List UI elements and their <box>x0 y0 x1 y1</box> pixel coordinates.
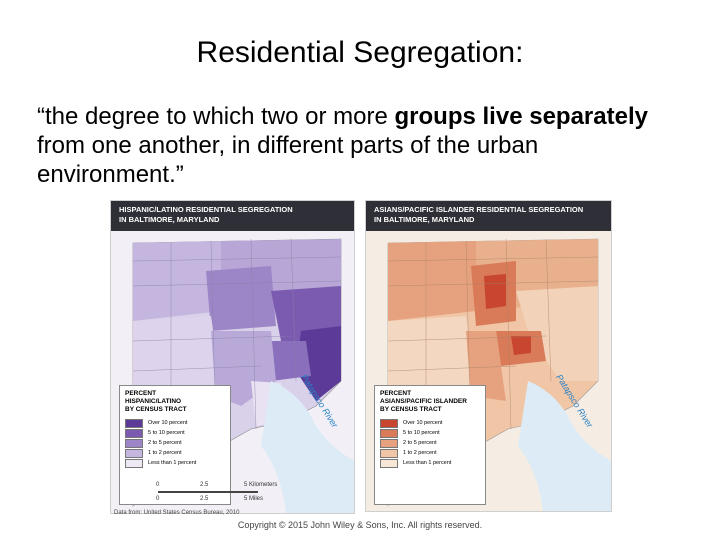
legend-item: 1 to 2 percent <box>120 448 230 458</box>
legend-item: 2 to 5 percent <box>375 438 485 448</box>
quote-text-end: from one another, in different parts of … <box>37 132 539 188</box>
legend-item: 2 to 5 percent <box>120 438 230 448</box>
legend-title-line: HISPANIC/LATINO <box>125 398 182 405</box>
legend-swatch <box>125 418 143 428</box>
legend-title-line: PERCENT <box>125 390 157 397</box>
legend-swatch <box>380 458 398 468</box>
legend-swatch <box>380 438 398 448</box>
map-legend: PERCENT HISPANIC/LATINO BY CENSUS TRACT … <box>119 385 231 505</box>
legend-label: 1 to 2 percent <box>403 450 437 456</box>
hispanic-latino-map: HISPANIC/LATINO RESIDENTIAL SEGREGATION … <box>110 200 355 514</box>
scale-mile-label: 2.5 <box>200 496 209 502</box>
legend-item: 5 to 10 percent <box>375 428 485 438</box>
legend-title-line: ASIANS/PACIFIC ISLANDER <box>380 398 467 405</box>
legend-item: Over 10 percent <box>375 418 485 428</box>
legend-label: Over 10 percent <box>148 420 188 426</box>
slide-title: Residential Segregation: <box>196 36 524 69</box>
map-title: HISPANIC/LATINO RESIDENTIAL SEGREGATION … <box>111 201 354 231</box>
quote-bold-groups-live: groups live <box>394 103 523 130</box>
map-title-line-1: ASIANS/PACIFIC ISLANDER RESIDENTIAL SEGR… <box>374 205 584 214</box>
map-title-line-2: IN BALTIMORE, MARYLAND <box>374 215 475 224</box>
legend-item: Over 10 percent <box>120 418 230 428</box>
scale-km-label: 5 Kilometers <box>244 482 278 488</box>
legend-label: 5 to 10 percent <box>403 430 440 436</box>
legend-title-line: PERCENT <box>380 390 412 397</box>
legend-swatch <box>380 448 398 458</box>
legend-label: 1 to 2 percent <box>148 450 182 456</box>
scale-km-label: 0 <box>156 482 160 488</box>
definition-quote: “the degree to which two or more groups … <box>37 102 677 189</box>
legend-swatch <box>380 418 398 428</box>
data-source: Data from: United States Census Bureau, … <box>114 510 240 516</box>
scale-line <box>158 491 258 493</box>
legend-label: 2 to 5 percent <box>403 440 437 446</box>
legend-item: Less than 1 percent <box>375 458 485 468</box>
scale-mile-label: 5 Miles <box>244 496 264 502</box>
scale-mile-label: 0 <box>156 496 160 502</box>
legend-swatch <box>125 428 143 438</box>
map-title: ASIANS/PACIFIC ISLANDER RESIDENTIAL SEGR… <box>366 201 611 231</box>
legend-label: Less than 1 percent <box>403 460 452 466</box>
legend-label: Over 10 percent <box>403 420 443 426</box>
asian-pacific-islander-map: ASIANS/PACIFIC ISLANDER RESIDENTIAL SEGR… <box>365 200 612 512</box>
scale-bar: 0 2.5 5 Kilometers 0 2.5 5 Miles <box>140 482 300 506</box>
quote-bold-separately: separately <box>529 103 648 130</box>
legend-title: PERCENT ASIANS/PACIFIC ISLANDER BY CENSU… <box>375 386 485 418</box>
scale-km-label: 2.5 <box>200 482 209 488</box>
quote-text-start: “the degree to which two or more <box>37 103 395 130</box>
legend-swatch <box>380 428 398 438</box>
map-title-line-1: HISPANIC/LATINO RESIDENTIAL SEGREGATION <box>119 205 293 214</box>
map-legend: PERCENT ASIANS/PACIFIC ISLANDER BY CENSU… <box>374 385 486 505</box>
legend-swatch <box>125 438 143 448</box>
legend-title-line: BY CENSUS TRACT <box>380 406 442 413</box>
legend-item: Less than 1 percent <box>120 458 230 468</box>
legend-title: PERCENT HISPANIC/LATINO BY CENSUS TRACT <box>120 386 230 418</box>
map-title-line-2: IN BALTIMORE, MARYLAND <box>119 215 220 224</box>
legend-label: 2 to 5 percent <box>148 440 182 446</box>
legend-item: 5 to 10 percent <box>120 428 230 438</box>
legend-label: Less than 1 percent <box>148 460 197 466</box>
copyright-notice: Copyright © 2015 John Wiley & Sons, Inc.… <box>237 520 483 530</box>
legend-title-line: BY CENSUS TRACT <box>125 406 187 413</box>
legend-swatch <box>125 448 143 458</box>
legend-label: 5 to 10 percent <box>148 430 185 436</box>
legend-item: 1 to 2 percent <box>375 448 485 458</box>
legend-swatch <box>125 458 143 468</box>
